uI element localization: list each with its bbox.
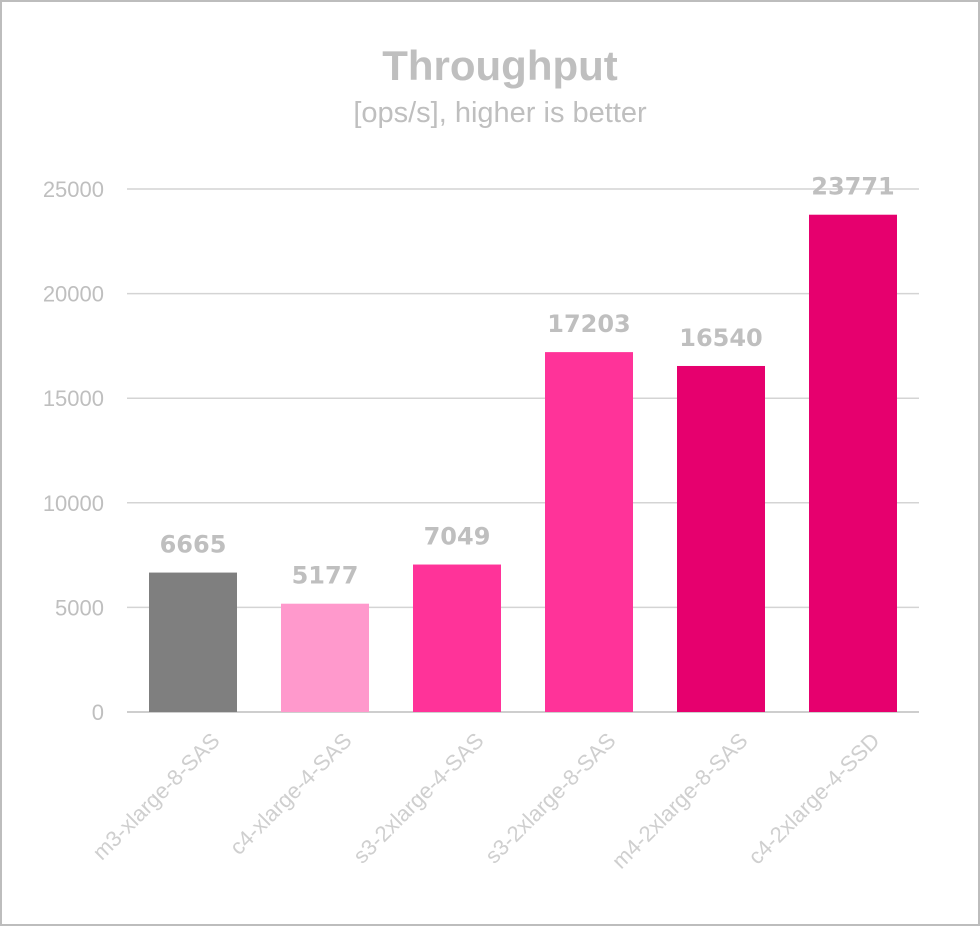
gridlines [127,188,919,713]
y-tick-label: 0 [92,700,104,725]
data-label: 7049 [424,523,491,551]
y-axis-ticks: 0 5000 10000 15000 20000 25000 [43,177,104,725]
x-tick-label: m3-xlarge-8-SAS [88,728,225,865]
data-label: 6665 [160,531,227,559]
bar-s3-2xlarge-4-SAS [413,564,501,712]
x-tick-label: c4-xlarge-4-SAS [225,728,357,860]
bar-c4-xlarge-4-SAS [281,603,369,712]
y-tick-label: 15000 [43,386,104,411]
bar-c4-2xlarge-4-SSD [809,214,897,712]
chart-subtitle: [ops/s], higher is better [353,97,647,129]
bars [149,214,897,712]
bar-m3-xlarge-8-SAS [149,572,237,712]
data-label: 17203 [547,310,631,338]
x-tick-label: s3-2xlarge-8-SAS [480,728,620,868]
bar-m4-2xlarge-8-SAS [677,365,765,712]
bar-s3-2xlarge-8-SAS [545,352,633,712]
x-tick-label: m4-2xlarge-8-SAS [607,728,753,874]
y-tick-label: 20000 [43,282,104,307]
y-tick-label: 5000 [55,595,104,620]
data-label: 5177 [292,562,359,590]
x-tick-label: c4-2xlarge-4-SSD [743,728,884,869]
y-tick-label: 10000 [43,491,104,516]
chart-title: Throughput [382,42,618,89]
x-axis-ticks: m3-xlarge-8-SAS c4-xlarge-4-SASs3-2xlarge… [88,728,885,874]
data-label: 16540 [679,324,763,352]
x-tick-label: s3-2xlarge-4-SAS [348,728,488,868]
y-tick-label: 25000 [43,177,104,202]
data-label: 23771 [811,173,895,201]
data-labels: 6665 5177 7049 17203 16540 23771 [160,173,895,590]
